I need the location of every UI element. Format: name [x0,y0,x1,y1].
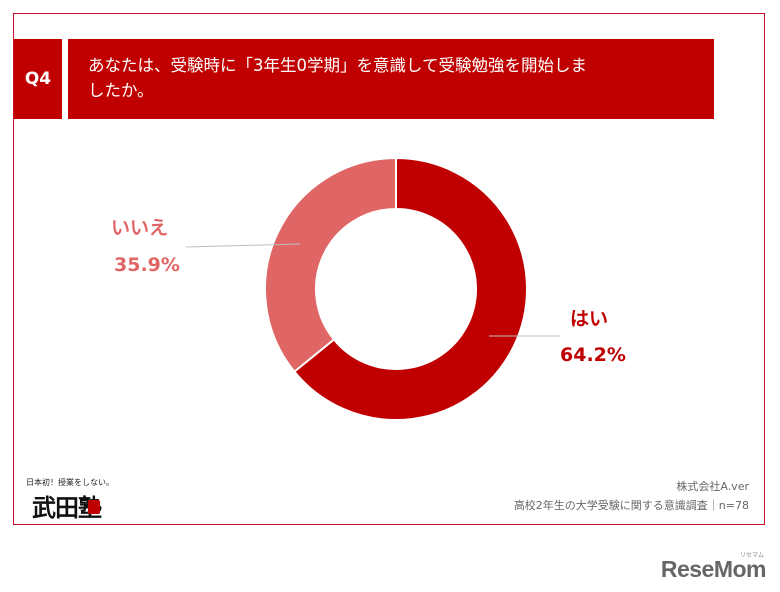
slice-label-yes: はい [570,308,609,330]
donut-slices [264,156,528,421]
question-text-line2: したか。 [88,81,154,100]
slice-value-yes: 64.2% [560,344,626,366]
slice-value-no: 35.9% [114,254,180,276]
logo-stamp [88,500,100,514]
slice-yes [292,156,528,421]
question-text-line1: あなたは、受験時に「3年生0学期」を意識して受験勉強を開始しま [88,56,588,75]
footer-survey: 高校2年生の大学受験に関する意識調査｜n=78 [513,499,749,512]
slice-label-no: いいえ [111,217,169,239]
resemom-watermark: ReseMom [660,556,767,582]
leader-line-no [185,243,301,248]
logo-tagline: 日本初！授業をしない。 [26,478,114,487]
slice-no [264,156,397,374]
question-number-tab: Q4 [14,39,62,119]
watermark-kana: リセマム [739,552,764,559]
question-banner: あなたは、受験時に「3年生0学期」を意識して受験勉強を開始しま したか。 [68,39,714,119]
chart-frame: Q4 あなたは、受験時に「3年生0学期」を意識して受験勉強を開始しま したか。 [13,13,765,525]
footer-company: 株式会社A.ver [676,480,749,493]
